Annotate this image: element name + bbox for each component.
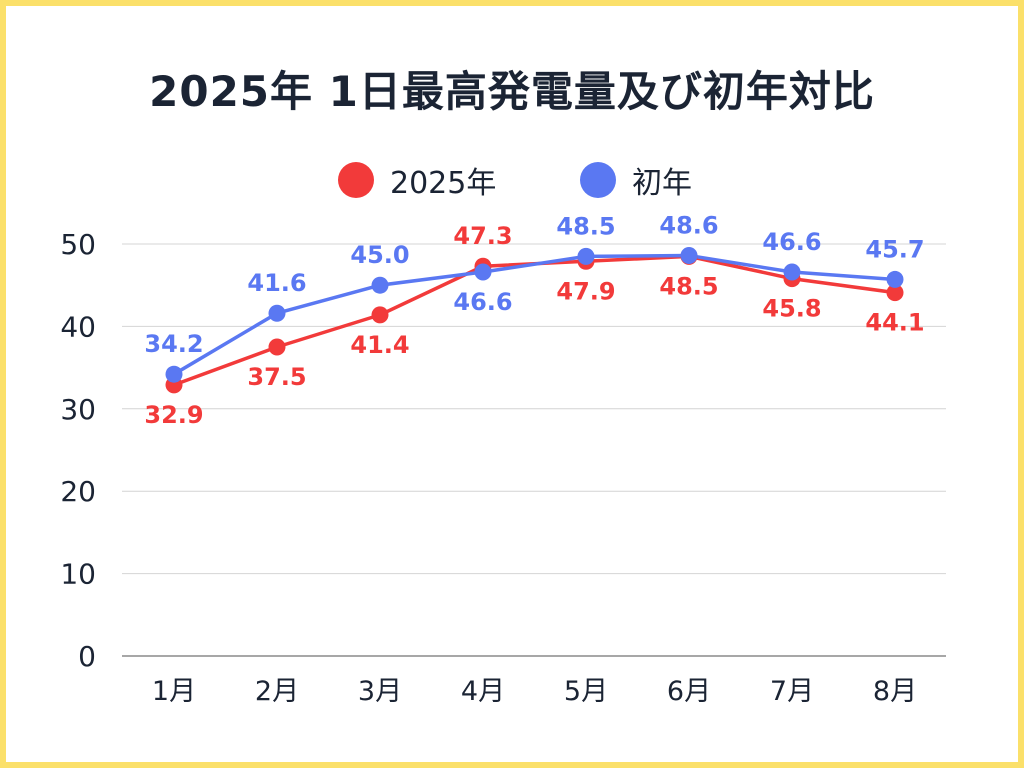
chart-legend: 2025年 初年 [0,160,1024,201]
data-point-first-year [886,270,904,288]
y-tick-label: 20 [60,475,96,508]
x-tick-label: 7月 [770,676,814,707]
data-label-first-year: 46.6 [453,288,512,316]
y-tick-label: 50 [60,228,96,261]
legend-label-2025: 2025年 [390,166,497,201]
data-label-2025: 44.1 [865,309,924,337]
x-tick-label: 5月 [564,676,608,707]
x-tick-label: 6月 [667,676,711,707]
data-point-first-year [371,276,389,294]
data-label-2025: 32.9 [144,401,203,429]
data-label-2025: 45.8 [762,295,821,323]
data-point-first-year [165,365,183,383]
data-label-first-year: 45.7 [865,235,924,263]
data-point-first-year [680,247,698,265]
legend-marker-first-year [580,162,616,198]
x-tick-label: 3月 [358,676,402,707]
x-tick-label: 4月 [461,676,505,707]
data-label-2025: 41.4 [350,331,409,359]
legend-marker-2025 [338,162,374,198]
data-point-first-year [577,247,595,265]
x-tick-label: 8月 [873,676,917,707]
data-label-first-year: 34.2 [144,330,203,358]
data-label-first-year: 48.5 [556,212,615,240]
legend-item-2025: 2025年 [338,160,497,201]
x-tick-label: 2月 [255,676,299,707]
chart-title: 2025年 1日最高発電量及び初年対比 [149,67,875,116]
legend-label-first-year: 初年 [632,166,692,201]
data-point-2025 [371,306,389,324]
y-tick-label: 10 [60,558,96,591]
legend-item-first-year: 初年 [580,160,692,201]
data-label-first-year: 45.0 [350,241,409,269]
data-point-first-year [268,304,286,322]
data-point-first-year [783,263,801,281]
y-tick-label: 0 [78,640,96,673]
data-label-2025: 47.3 [453,222,512,250]
series-line-first-year [173,253,896,376]
data-label-first-year: 41.6 [247,269,306,297]
data-point-first-year [474,263,492,281]
data-point-2025 [268,338,286,356]
y-tick-label: 30 [60,393,96,426]
y-tick-label: 40 [60,310,96,343]
data-label-first-year: 48.6 [659,212,718,240]
data-point-2025 [886,284,904,302]
data-label-2025: 47.9 [556,277,615,305]
data-label-2025: 48.5 [659,272,718,300]
data-label-first-year: 46.6 [762,228,821,256]
x-tick-label: 1月 [152,676,196,707]
data-label-2025: 37.5 [247,363,306,391]
